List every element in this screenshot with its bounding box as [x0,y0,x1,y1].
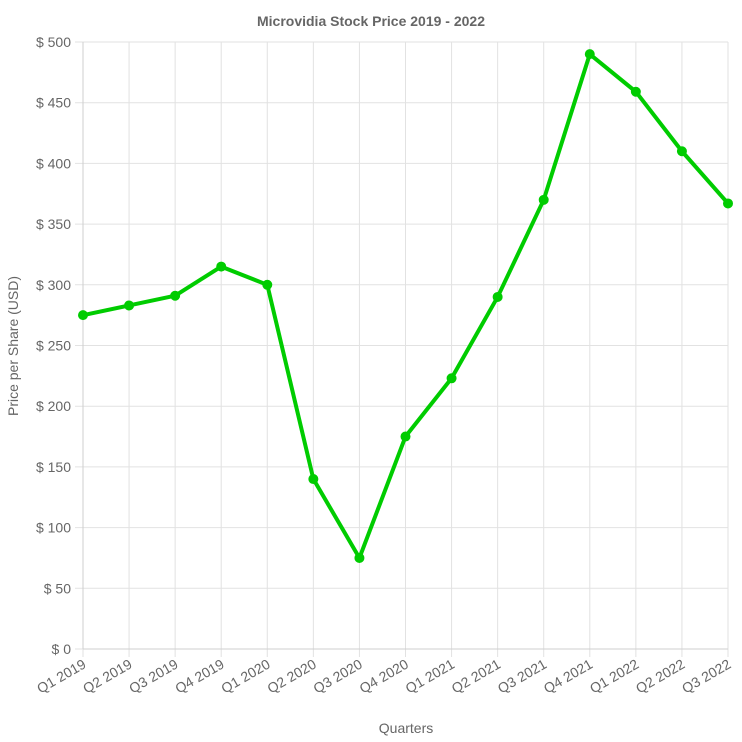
x-tick-label: Q1 2022 [587,656,642,697]
data-point[interactable] [216,261,227,272]
grid [75,41,729,657]
chart-title: Microvidia Stock Price 2019 - 2022 [257,13,485,29]
data-point[interactable] [170,290,181,301]
y-axis-ticks: $ 0 $ 50 $ 100 $ 150 $ 200 $ 250 $ 300 $ 350 $ 4… [36,34,71,657]
series [78,49,733,563]
data-point[interactable] [584,49,595,60]
x-tick-label: Q4 2021 [541,656,596,697]
y-tick-label: $ 300 [36,277,71,293]
y-tick-label: $ 250 [36,338,71,354]
y-tick-label: $ 200 [36,398,71,414]
x-tick-label: Q2 2022 [633,656,688,697]
x-tick-label: Q3 2022 [679,656,734,697]
y-axis-title: Price per Share (USD) [5,276,21,416]
x-axis-title: Quarters [379,720,433,736]
x-tick-label: Q2 2019 [80,656,135,697]
y-tick-label: $ 450 [36,95,71,111]
data-point[interactable] [308,474,319,485]
data-point[interactable] [630,86,641,97]
y-tick-label: $ 150 [36,459,71,475]
x-tick-label: Q3 2020 [310,656,365,697]
y-tick-label: $ 50 [44,580,71,596]
data-point[interactable] [538,194,549,205]
data-point[interactable] [446,373,457,384]
x-tick-label: Q3 2021 [495,656,550,697]
x-tick-label: Q2 2020 [264,656,319,697]
data-point[interactable] [124,300,135,311]
data-point[interactable] [676,146,687,157]
y-tick-label: $ 500 [36,34,71,50]
x-tick-label: Q1 2019 [34,656,89,697]
x-tick-label: Q1 2020 [218,656,273,697]
data-point[interactable] [492,291,503,302]
data-point[interactable] [354,552,365,563]
x-tick-label: Q4 2020 [356,656,411,697]
y-tick-label: $ 100 [36,520,71,536]
x-tick-label: Q2 2021 [449,656,504,697]
data-point[interactable] [723,198,733,209]
x-tick-label: Q4 2019 [172,656,227,697]
y-tick-label: $ 350 [36,216,71,232]
axes [82,42,728,650]
data-point[interactable] [262,279,273,290]
data-point[interactable] [400,431,411,442]
data-point[interactable] [78,310,88,321]
y-tick-label: $ 400 [36,155,71,171]
x-tick-label: Q1 2021 [403,656,458,697]
x-tick-label: Q3 2019 [126,656,181,697]
y-tick-label: $ 0 [52,641,72,657]
